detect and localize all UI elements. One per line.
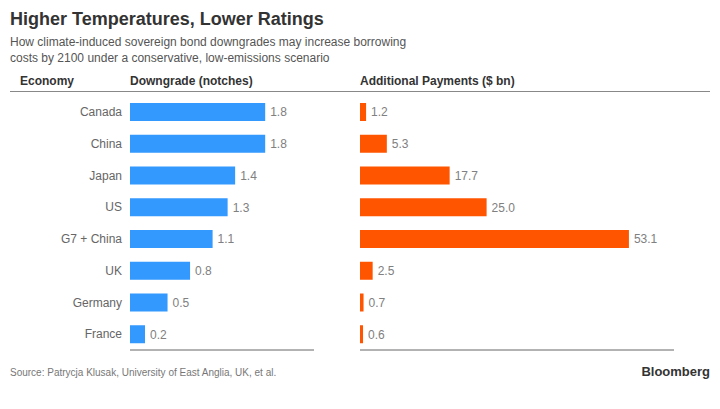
html-text:Source: Patrycja Klusak, Unive: Source: Patrycja Klusak, University of E… (10, 367, 277, 378)
svg-text:0.7: 0.7 (369, 296, 386, 310)
html-text:Higher Temperatures, Lower Rat: Higher Temperatures, Lower Ratings (10, 9, 324, 29)
svg-text:UK: UK (105, 264, 122, 278)
svg-text:1.8: 1.8 (270, 137, 287, 151)
svg-text:Japan: Japan (89, 169, 122, 183)
svg-text:53.1: 53.1 (634, 232, 658, 246)
html-text:How climate-induced sovereign: How climate-induced sovereign bond downg… (10, 35, 407, 65)
svg-text:1.4: 1.4 (240, 169, 257, 183)
svg-text:US: US (105, 200, 122, 214)
svg-text:17.7: 17.7 (455, 169, 479, 183)
svg-text:Canada: Canada (80, 105, 122, 119)
svg-text:0.8: 0.8 (195, 264, 212, 278)
html-text:Economy: Economy (20, 74, 74, 88)
svg-text:25.0: 25.0 (492, 201, 516, 215)
svg-text:China: China (91, 137, 123, 151)
svg-text:G7 + China: G7 + China (61, 232, 122, 246)
svg-text:France: France (85, 327, 123, 341)
svg-text:1.1: 1.1 (218, 232, 235, 246)
svg-text:0.6: 0.6 (368, 328, 385, 342)
svg-text:0.2: 0.2 (150, 328, 167, 342)
svg-text:1.3: 1.3 (233, 201, 250, 215)
svg-text:1.2: 1.2 (371, 105, 388, 119)
svg-text:2.5: 2.5 (378, 264, 395, 278)
html-text:Additional Payments ($ bn): Additional Payments ($ bn) (360, 74, 515, 88)
html-text:Bloomberg: Bloomberg (641, 364, 710, 379)
svg-text:0.5: 0.5 (173, 296, 190, 310)
svg-text:1.8: 1.8 (270, 105, 287, 119)
svg-text:5.3: 5.3 (392, 137, 409, 151)
svg-text:Germany: Germany (73, 296, 122, 310)
html-text:Downgrade (notches): Downgrade (notches) (130, 74, 253, 88)
